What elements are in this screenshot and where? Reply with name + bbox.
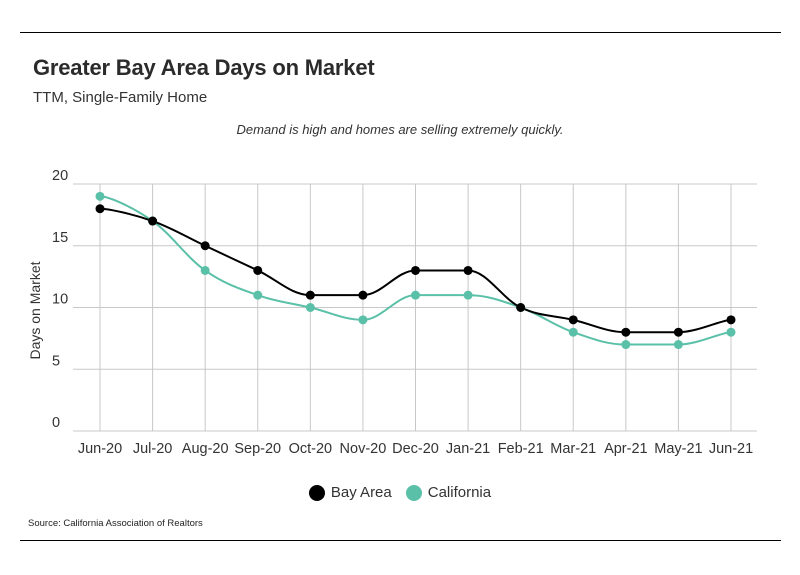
data-point-bay-area (726, 315, 736, 325)
x-tick-label: Feb-21 (498, 441, 544, 457)
x-tick-label: Jun-21 (709, 441, 753, 457)
chart-annotation: Demand is high and homes are selling ext… (236, 122, 564, 137)
data-point-bay-area (305, 290, 315, 300)
chart-title: Greater Bay Area Days on Market (33, 55, 375, 80)
data-point-california (621, 340, 631, 350)
data-point-bay-area (148, 216, 158, 226)
legend-swatch-california (405, 484, 422, 501)
data-point-bay-area (95, 204, 105, 214)
legend-item-bay-area: Bay Area (308, 484, 392, 501)
data-point-california (411, 290, 420, 300)
data-point-bay-area (673, 327, 683, 337)
data-point-bay-area (463, 265, 473, 275)
x-tick-label: May-21 (654, 441, 702, 457)
data-point-california (726, 327, 736, 337)
data-point-california (200, 265, 210, 275)
y-tick-label: 20 (52, 168, 68, 184)
data-point-california (358, 315, 368, 325)
data-point-bay-area (516, 303, 526, 312)
x-tick-label: Nov-20 (340, 441, 387, 457)
y-tick-label: 10 (52, 292, 68, 308)
x-tick-label: Dec-20 (392, 441, 439, 457)
x-tick-label: Jan-21 (446, 441, 490, 457)
data-point-bay-area (411, 265, 420, 275)
data-point-california (568, 327, 578, 337)
y-axis-label: Days on Market (27, 261, 43, 359)
legend-label-california: California (427, 484, 492, 501)
data-point-california (95, 191, 105, 201)
data-point-california (673, 340, 683, 350)
top-rule (20, 32, 781, 33)
data-point-california (253, 290, 263, 300)
data-point-bay-area (358, 290, 368, 300)
data-point-california (305, 303, 315, 312)
x-tick-label: Aug-20 (182, 441, 229, 457)
x-tick-label: Oct-20 (289, 441, 333, 457)
x-tick-label: Jun-20 (78, 441, 122, 457)
data-point-bay-area (200, 241, 210, 251)
data-point-bay-area (621, 327, 631, 337)
data-point-california (463, 290, 473, 300)
legend-label-bay-area: Bay Area (330, 484, 392, 501)
legend-swatch-bay-area (308, 484, 325, 501)
data-point-bay-area (253, 265, 263, 275)
chart-subtitle: TTM, Single-Family Home (33, 89, 208, 106)
x-tick-label: Jul-20 (133, 441, 173, 457)
x-tick-label: Apr-21 (604, 441, 648, 457)
x-tick-label: Sep-20 (234, 441, 281, 457)
chart-legend: Bay Area California (0, 484, 800, 501)
data-point-bay-area (568, 315, 578, 325)
y-tick-label: 0 (52, 415, 60, 431)
bottom-rule (20, 540, 781, 541)
y-tick-label: 5 (52, 353, 60, 369)
y-tick-label: 15 (52, 230, 68, 246)
legend-item-california: California (405, 484, 492, 501)
source-note: Source: California Association of Realto… (28, 518, 203, 529)
x-tick-label: Mar-21 (550, 441, 596, 457)
